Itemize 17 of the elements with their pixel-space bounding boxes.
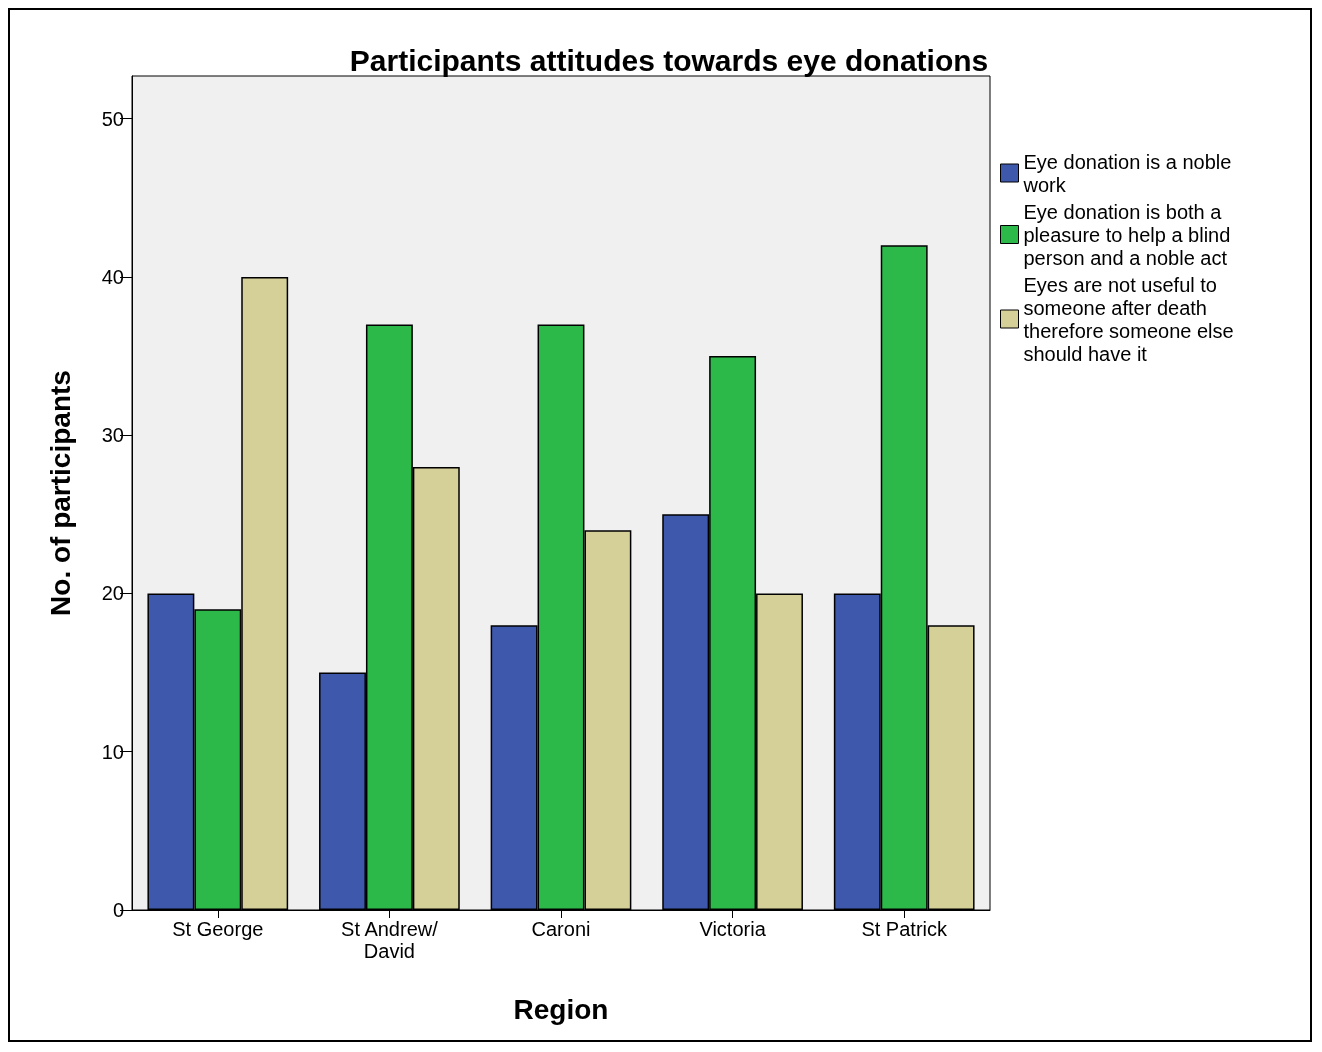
x-tick-label: Caroni — [531, 918, 591, 940]
x-tick-label: Victoria — [699, 918, 767, 940]
legend-label: Eye donation is a noble work — [1022, 150, 1237, 196]
x-tick-label: St Patrick — [861, 918, 948, 940]
y-tick-label: 0 — [112, 899, 124, 921]
chart-title: Participants attitudes towards eye donations — [349, 43, 989, 77]
y-axis-title: No. of participants — [44, 370, 76, 616]
x-axis-title: Region — [513, 993, 609, 1025]
legend-label: Eyes are not useful to someone after death therefore someone else should have it — [1023, 273, 1240, 365]
x-tick-label: St Andrew/David — [341, 918, 439, 962]
y-tick-label: 50 — [101, 107, 124, 130]
y-tick-label: 40 — [101, 265, 124, 288]
x-tick-label: St George — [172, 918, 264, 940]
y-tick-label: 10 — [101, 740, 124, 763]
y-tick-label: 20 — [101, 582, 124, 605]
legend-label: Eye donation is both a pleasure to help a blind person and a noble act — [1023, 200, 1236, 269]
y-tick-label: 30 — [101, 424, 124, 447]
